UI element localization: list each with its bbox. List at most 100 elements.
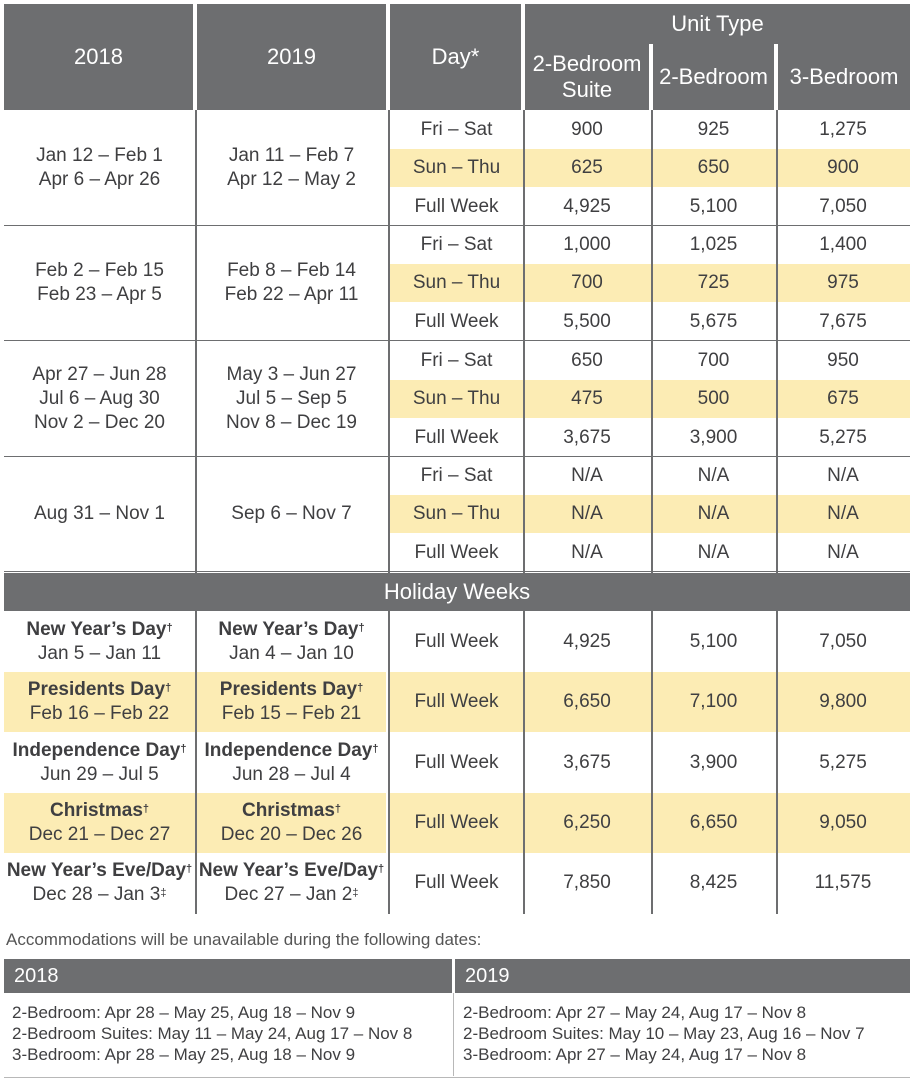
rate-cell: 6,250 (523, 793, 651, 853)
rate-cell: 975 (776, 264, 910, 302)
dagger-mark: † (180, 743, 187, 755)
date-range: Jul 6 – Aug 30 (39, 387, 160, 409)
rate-cell: 900 (571, 118, 603, 140)
date-range: Feb 22 – Apr 11 (224, 283, 359, 305)
column-divider (651, 110, 653, 573)
row-divider (4, 340, 910, 341)
rate-cell: 1,025 (689, 233, 738, 255)
holiday-date-text: Jun 28 – Jul 4 (232, 764, 351, 785)
unavailable-list-2019: 2-Bedroom: Apr 27 – May 24, Aug 17 – Nov… (455, 1002, 910, 1068)
holiday-name: New Year’s Eve/Day† (199, 859, 384, 883)
season-dates-2018: Feb 2 – Feb 15 Feb 23 – Apr 5 (4, 225, 195, 340)
rate-cell: N/A (697, 464, 730, 486)
holiday-name-text: Independence Day (204, 740, 373, 761)
header-2018: 2018 (4, 4, 193, 110)
rate-cell: N/A (697, 541, 730, 563)
holiday-name-text: Presidents Day (27, 679, 166, 700)
rate-cell: 5,100 (689, 195, 738, 217)
rate-cell: 475 (523, 380, 651, 418)
row-divider (4, 571, 910, 572)
rate-cell: 1,000 (563, 233, 611, 255)
dagger-mark: † (334, 803, 342, 815)
date-range: Apr 12 – May 2 (227, 168, 356, 190)
holiday-dates-2019: New Year’s Day† Jan 4 – Jan 10 (197, 612, 386, 672)
rate-cell: 6,650 (523, 672, 651, 732)
holiday-name-text: New Year’s Day (26, 619, 167, 640)
header-unit-3br: 3-Bedroom (778, 44, 910, 110)
season-dates-2019: May 3 – Jun 27 Jul 5 – Sep 5 Nov 8 – Dec 1… (197, 341, 386, 456)
rate-cell: 5,100 (689, 631, 738, 652)
date-range: Apr 6 – Apr 26 (38, 168, 161, 190)
rate-cell: 7,675 (819, 310, 867, 332)
rate-cell: 900 (776, 149, 910, 187)
day-cell: Sun – Thu (390, 149, 523, 187)
header-2019: 2019 (197, 4, 386, 110)
rate-cell: N/A (651, 495, 776, 533)
holiday-dates-2019: Independence Day† Jun 28 – Jul 4 (197, 733, 386, 793)
season-dates-2018: Apr 27 – Jun 28 Jul 6 – Aug 30 Nov 2 – Dec… (4, 341, 195, 456)
rate-cell: 625 (523, 149, 651, 187)
column-divider (523, 611, 525, 914)
holiday-name: Christmas† (242, 799, 341, 823)
holiday-date-range: Jan 5 – Jan 11 (38, 642, 161, 666)
date-range: Jul 5 – Sep 5 (236, 387, 347, 409)
holiday-date-range: Jun 29 – Jul 5 (40, 763, 158, 787)
holiday-date-range: Jan 4 – Jan 10 (229, 642, 354, 666)
holiday-name: Christmas† (50, 799, 149, 823)
rate-cell: 4,925 (563, 195, 611, 217)
day-cell: Full Week (414, 872, 499, 893)
holiday-date-text: Jan 5 – Jan 11 (37, 643, 162, 664)
dagger-mark: † (358, 622, 365, 634)
rate-cell: 700 (697, 349, 730, 371)
date-range: Nov 8 – Dec 19 (226, 411, 357, 433)
rate-cell: N/A (827, 541, 859, 563)
header-unit-type: Unit Type (525, 4, 910, 44)
day-cell: Full Week (414, 631, 499, 652)
column-divider (651, 611, 653, 914)
holiday-weeks-header: Holiday Weeks (4, 573, 910, 611)
row-divider (4, 225, 910, 226)
row-divider (4, 456, 910, 457)
rate-cell: N/A (571, 464, 603, 486)
season-dates-2019: Sep 6 – Nov 7 (197, 456, 386, 571)
unavailable-item: 2-Bedroom Suites: May 10 – May 23, Aug 1… (463, 1024, 865, 1043)
unavailable-item: 2-Bedroom Suites: May 11 – May 24, Aug 1… (12, 1024, 413, 1043)
day-cell: Sun – Thu (390, 495, 523, 533)
holiday-date-range: Feb 16 – Feb 22 (30, 702, 169, 726)
holiday-date-range: Dec 20 – Dec 26 (221, 823, 363, 847)
holiday-name: Independence Day† (204, 739, 378, 763)
day-cell: Full Week (414, 752, 499, 773)
rate-cell: N/A (776, 495, 910, 533)
holiday-dates-2018: Christmas† Dec 21 – Dec 27 (4, 793, 195, 853)
rate-cell: 5,675 (689, 310, 738, 332)
rate-cell: 1,400 (819, 233, 867, 255)
holiday-name: New Year’s Day† (218, 618, 364, 642)
rate-cell: 3,900 (689, 426, 738, 448)
rate-cell: 7,100 (651, 672, 776, 732)
date-range: Aug 31 – Nov 1 (34, 502, 165, 524)
date-range: Sep 6 – Nov 7 (231, 502, 352, 524)
holiday-dates-2018: New Year’s Eve/Day† Dec 28 – Jan 3‡ (4, 853, 195, 913)
header-day: Day* (390, 4, 521, 110)
holiday-name: Presidents Day† (220, 678, 363, 702)
rate-cell: 7,050 (819, 631, 867, 652)
column-divider (388, 611, 390, 914)
dagger-mark: † (378, 863, 385, 875)
holiday-date-text: Dec 27 – Jan 2 (224, 884, 353, 905)
dagger-mark: † (166, 622, 173, 634)
rate-cell: N/A (523, 495, 651, 533)
holiday-date-range: Dec 28 – Jan 3‡ (33, 883, 167, 907)
rate-cell: N/A (571, 541, 603, 563)
column-divider (388, 110, 390, 573)
dagger-mark: † (165, 682, 172, 694)
rate-cell: 950 (827, 349, 859, 371)
holiday-dates-2019: Presidents Day† Feb 15 – Feb 21 (197, 672, 386, 732)
rate-cell: 5,275 (819, 426, 867, 448)
unavailable-bottom-line (4, 1077, 910, 1078)
date-range: Feb 8 – Feb 14 (227, 259, 356, 281)
column-divider (776, 110, 778, 573)
dagger-mark: † (142, 803, 150, 815)
holiday-name: Presidents Day† (28, 678, 171, 702)
rate-cell: 9,050 (776, 793, 910, 853)
unavailable-item: 3-Bedroom: Apr 28 – May 25, Aug 18 – Nov… (12, 1045, 356, 1064)
